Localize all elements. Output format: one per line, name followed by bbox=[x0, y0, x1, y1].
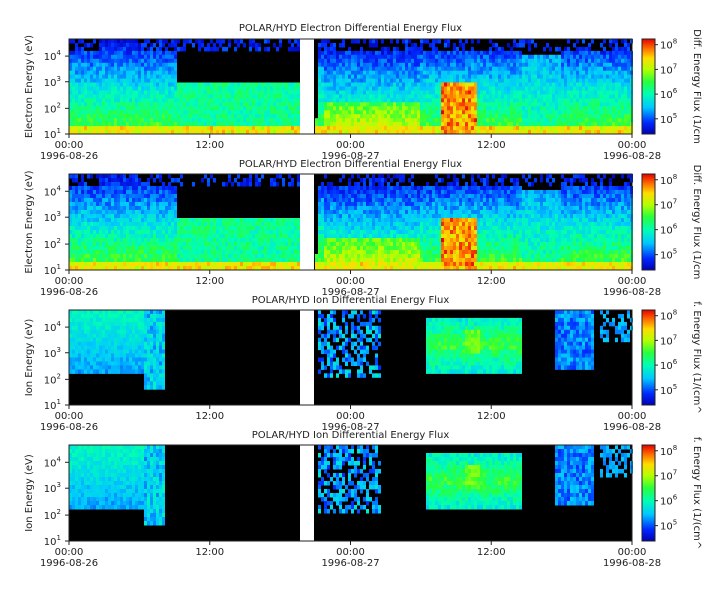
x-tick-time: 00:00 bbox=[618, 140, 647, 151]
panel-title: POLAR/HYD Electron Differential Energy F… bbox=[239, 159, 462, 170]
x-tick-time: 12:00 bbox=[195, 276, 224, 287]
y-tick-label: 102 bbox=[44, 101, 61, 115]
x-tick-time: 12:00 bbox=[477, 276, 506, 287]
x-tick-time: 00:00 bbox=[618, 547, 647, 558]
panel-3: POLAR/HYD Ion Differential Energy Flux 10… bbox=[24, 295, 702, 433]
x-tick-time: 12:00 bbox=[195, 411, 224, 422]
colorbar-label: f. Energy Flux (1/(cm^ bbox=[691, 301, 702, 413]
panel-title: POLAR/HYD Ion Differential Energy Flux bbox=[252, 295, 450, 306]
y-tick-label: 104 bbox=[44, 320, 62, 334]
colorbar-tick-label: 107 bbox=[660, 333, 677, 347]
y-tick-label: 103 bbox=[44, 346, 61, 360]
colorbar-tick-label: 106 bbox=[660, 87, 678, 101]
x-tick-date: 1996-08-26 bbox=[40, 151, 98, 162]
y-axis-label: Ion Energy (eV) bbox=[24, 319, 35, 397]
y-axis-label: Ion Energy (eV) bbox=[24, 454, 35, 532]
x-tick-time: 12:00 bbox=[477, 140, 506, 151]
panel-title: POLAR/HYD Ion Differential Energy Flux bbox=[252, 430, 450, 441]
y-tick-label: 103 bbox=[44, 210, 61, 224]
x-tick-time: 00:00 bbox=[336, 140, 365, 151]
colorbar-tick-label: 107 bbox=[660, 469, 677, 483]
colorbar-tick-label: 105 bbox=[660, 248, 677, 262]
panel-4: POLAR/HYD Ion Differential Energy Flux 10… bbox=[24, 430, 702, 569]
data-gap bbox=[300, 174, 314, 270]
colorbar bbox=[642, 310, 655, 405]
colorbar-tick-label: 106 bbox=[660, 358, 678, 372]
x-tick-date: 1996-08-28 bbox=[603, 151, 661, 162]
colorbar-label: Diff. Energy Flux (1/cm bbox=[691, 29, 702, 144]
colorbar-label: f. Energy Flux (1/(cm^ bbox=[691, 437, 702, 549]
y-tick-label: 102 bbox=[44, 237, 61, 251]
y-tick-label: 104 bbox=[44, 49, 62, 63]
colorbar-tick-label: 107 bbox=[660, 62, 677, 76]
x-tick-date: 1996-08-28 bbox=[603, 287, 661, 298]
x-tick-date: 1996-08-26 bbox=[40, 422, 98, 433]
x-tick-time: 00:00 bbox=[336, 547, 365, 558]
x-tick-time: 12:00 bbox=[195, 547, 224, 558]
x-tick-date: 1996-08-28 bbox=[603, 558, 661, 569]
data-gap bbox=[300, 310, 314, 405]
y-axis-label: Electron Energy (eV) bbox=[24, 35, 35, 138]
x-tick-date: 1996-08-26 bbox=[40, 287, 98, 298]
colorbar-tick-label: 108 bbox=[660, 309, 677, 323]
spectrogram-figure: POLAR/HYD Electron Differential Energy F… bbox=[0, 0, 722, 592]
data-gap bbox=[300, 445, 314, 541]
colorbar-tick-label: 105 bbox=[660, 519, 677, 533]
colorbar bbox=[642, 174, 655, 270]
x-tick-date: 1996-08-28 bbox=[603, 422, 661, 433]
x-tick-time: 12:00 bbox=[477, 547, 506, 558]
x-tick-date: 1996-08-26 bbox=[40, 558, 98, 569]
colorbar-tick-label: 108 bbox=[660, 38, 677, 52]
colorbar-label: Diff. Energy Flux (1/cm bbox=[691, 165, 702, 280]
y-tick-label: 101 bbox=[44, 263, 61, 277]
y-tick-label: 103 bbox=[44, 481, 61, 495]
y-axis-label: Electron Energy (eV) bbox=[24, 170, 35, 273]
panel-title: POLAR/HYD Electron Differential Energy F… bbox=[239, 23, 462, 34]
x-tick-time: 00:00 bbox=[55, 276, 84, 287]
x-tick-time: 00:00 bbox=[55, 140, 84, 151]
y-tick-label: 103 bbox=[44, 75, 61, 89]
colorbar-tick-label: 108 bbox=[660, 444, 677, 458]
x-tick-time: 00:00 bbox=[336, 276, 365, 287]
colorbar-tick-label: 108 bbox=[660, 173, 677, 187]
x-tick-time: 00:00 bbox=[55, 411, 84, 422]
y-tick-label: 104 bbox=[44, 184, 62, 198]
data-gap bbox=[300, 39, 314, 134]
panel-2: POLAR/HYD Electron Differential Energy F… bbox=[24, 159, 702, 298]
colorbar-tick-label: 106 bbox=[660, 223, 678, 237]
y-tick-label: 102 bbox=[44, 372, 61, 386]
panel-1: POLAR/HYD Electron Differential Energy F… bbox=[24, 23, 702, 162]
y-tick-label: 104 bbox=[44, 455, 62, 469]
y-tick-label: 101 bbox=[44, 534, 61, 548]
colorbar-tick-label: 107 bbox=[660, 198, 677, 212]
x-tick-time: 00:00 bbox=[55, 547, 84, 558]
x-tick-time: 00:00 bbox=[618, 411, 647, 422]
colorbar-tick-label: 105 bbox=[660, 112, 677, 126]
y-tick-label: 101 bbox=[44, 127, 61, 141]
colorbar bbox=[642, 445, 655, 541]
x-tick-time: 12:00 bbox=[195, 140, 224, 151]
colorbar-tick-label: 105 bbox=[660, 383, 677, 397]
colorbar bbox=[642, 39, 655, 134]
colorbar-tick-label: 106 bbox=[660, 494, 678, 508]
y-tick-label: 101 bbox=[44, 398, 61, 412]
y-tick-label: 102 bbox=[44, 508, 61, 522]
x-tick-date: 1996-08-27 bbox=[321, 558, 379, 569]
x-tick-time: 00:00 bbox=[618, 276, 647, 287]
x-tick-time: 00:00 bbox=[336, 411, 365, 422]
x-tick-time: 12:00 bbox=[477, 411, 506, 422]
